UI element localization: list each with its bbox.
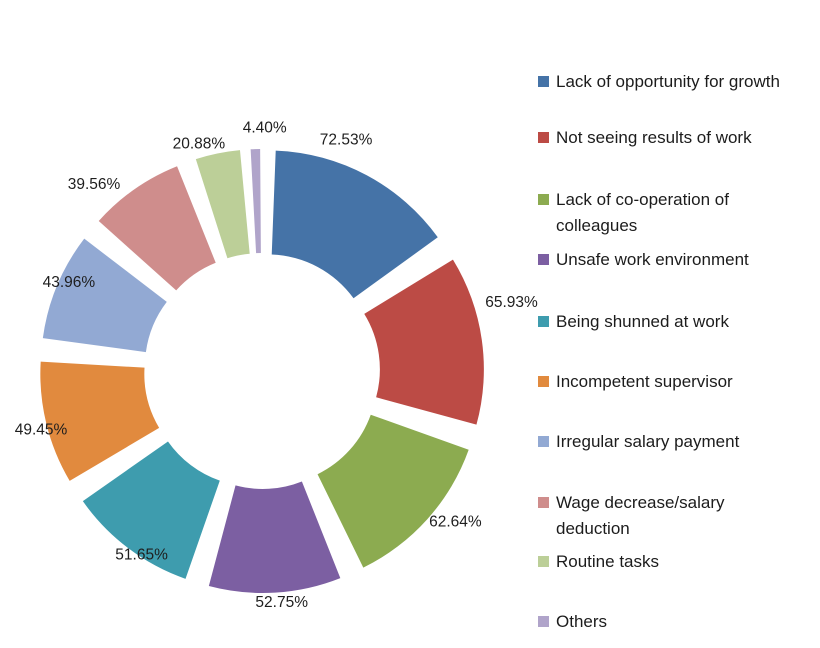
legend-swatch-icon — [538, 132, 549, 143]
legend-swatch-icon — [538, 316, 549, 327]
legend-label-line: deduction — [556, 519, 630, 538]
legend-swatch-icon — [538, 556, 549, 567]
slice-being-shunned-at-work — [82, 441, 220, 579]
data-label-unsafe-work-environment: 52.75% — [255, 594, 308, 611]
legend-label-line: Lack of co-operation of — [556, 190, 729, 209]
legend-item-routine-tasks: Routine tasks — [538, 549, 659, 575]
legend-label-line: Wage decrease/salary — [556, 493, 725, 512]
legend-item-being-shunned-at-work: Being shunned at work — [538, 309, 729, 335]
legend-label-line: Others — [556, 612, 608, 631]
legend-item-unsafe-work-environment: Unsafe work environment — [538, 247, 749, 273]
legend-swatch-icon — [538, 194, 549, 205]
legend-label: Lack of opportunity for growth — [556, 69, 780, 95]
legend-swatch-icon — [538, 497, 549, 508]
data-label-lack-of-opportunity-for-growth: 72.53% — [320, 132, 373, 149]
slice-incompetent-supervisor — [40, 361, 160, 481]
data-label-incompetent-supervisor: 49.45% — [15, 422, 68, 439]
legend-label-line: Irregular salary payment — [556, 432, 740, 451]
data-label-irregular-salary-payment: 43.96% — [43, 274, 96, 291]
legend-label: Incompetent supervisor — [556, 369, 733, 395]
legend-label: Being shunned at work — [556, 309, 729, 335]
legend-item-irregular-salary-payment: Irregular salary payment — [538, 429, 739, 455]
legend-item-incompetent-supervisor: Incompetent supervisor — [538, 369, 733, 395]
legend-label: Others — [556, 609, 607, 635]
slice-irregular-salary-payment — [42, 238, 167, 353]
data-label-others: 4.40% — [243, 120, 287, 137]
legend-swatch-icon — [538, 76, 549, 87]
legend-label-line: Being shunned at work — [556, 312, 729, 331]
doughnut-chart: 72.53% 65.93% 62.64% 52.75% 51.65% 49.45% 43.9… — [15, 120, 538, 611]
data-label-being-shunned-at-work: 51.65% — [115, 547, 168, 564]
slice-not-seeing-results-of-work — [364, 259, 484, 425]
legend-label-line: colleagues — [556, 216, 638, 235]
legend-label: Lack of co-operation of colleagues — [556, 187, 729, 239]
legend-item-others: Others — [538, 609, 607, 635]
legend-swatch-icon — [538, 616, 549, 627]
legend-label: Not seeing results of work — [556, 125, 752, 151]
legend-swatch-icon — [538, 436, 549, 447]
legend-label-line: Incompetent supervisor — [556, 372, 733, 391]
slice-others — [250, 149, 261, 254]
legend-label: Routine tasks — [556, 549, 659, 575]
slice-lack-of-co-operation-of-colleagues — [317, 414, 469, 568]
chart-legend: Lack of opportunity for growth Not seeing… — [538, 0, 820, 648]
legend-label-line: Not seeing results of work — [556, 128, 752, 147]
legend-swatch-icon — [538, 254, 549, 265]
data-label-routine-tasks: 20.88% — [173, 136, 226, 153]
slice-routine-tasks — [195, 150, 250, 259]
legend-item-wage-decrease-salary-deduction: Wage decrease/salary deduction — [538, 490, 725, 542]
slice-unsafe-work-environment — [208, 481, 341, 593]
data-label-wage-decrease-salary-deduction: 39.56% — [68, 176, 121, 193]
data-label-not-seeing-results-of-work: 65.93% — [485, 294, 538, 311]
legend-label-line: Routine tasks — [556, 552, 659, 571]
legend-label: Wage decrease/salary deduction — [556, 490, 725, 542]
legend-label-line: Lack of opportunity for growth — [556, 72, 780, 91]
legend-label: Irregular salary payment — [556, 429, 739, 455]
slice-lack-of-opportunity-for-growth — [271, 150, 438, 299]
legend-label-line: Unsafe work environment — [556, 250, 749, 269]
legend-item-lack-of-opportunity-for-growth: Lack of opportunity for growth — [538, 69, 780, 95]
legend-label: Unsafe work environment — [556, 247, 749, 273]
data-label-lack-of-co-operation-of-colleagues: 62.64% — [429, 514, 482, 531]
legend-swatch-icon — [538, 376, 549, 387]
legend-item-not-seeing-results-of-work: Not seeing results of work — [538, 125, 752, 151]
slice-wage-decrease-salary-deduction — [98, 166, 216, 291]
legend-item-lack-of-co-operation-of-colleagues: Lack of co-operation of colleagues — [538, 187, 729, 239]
